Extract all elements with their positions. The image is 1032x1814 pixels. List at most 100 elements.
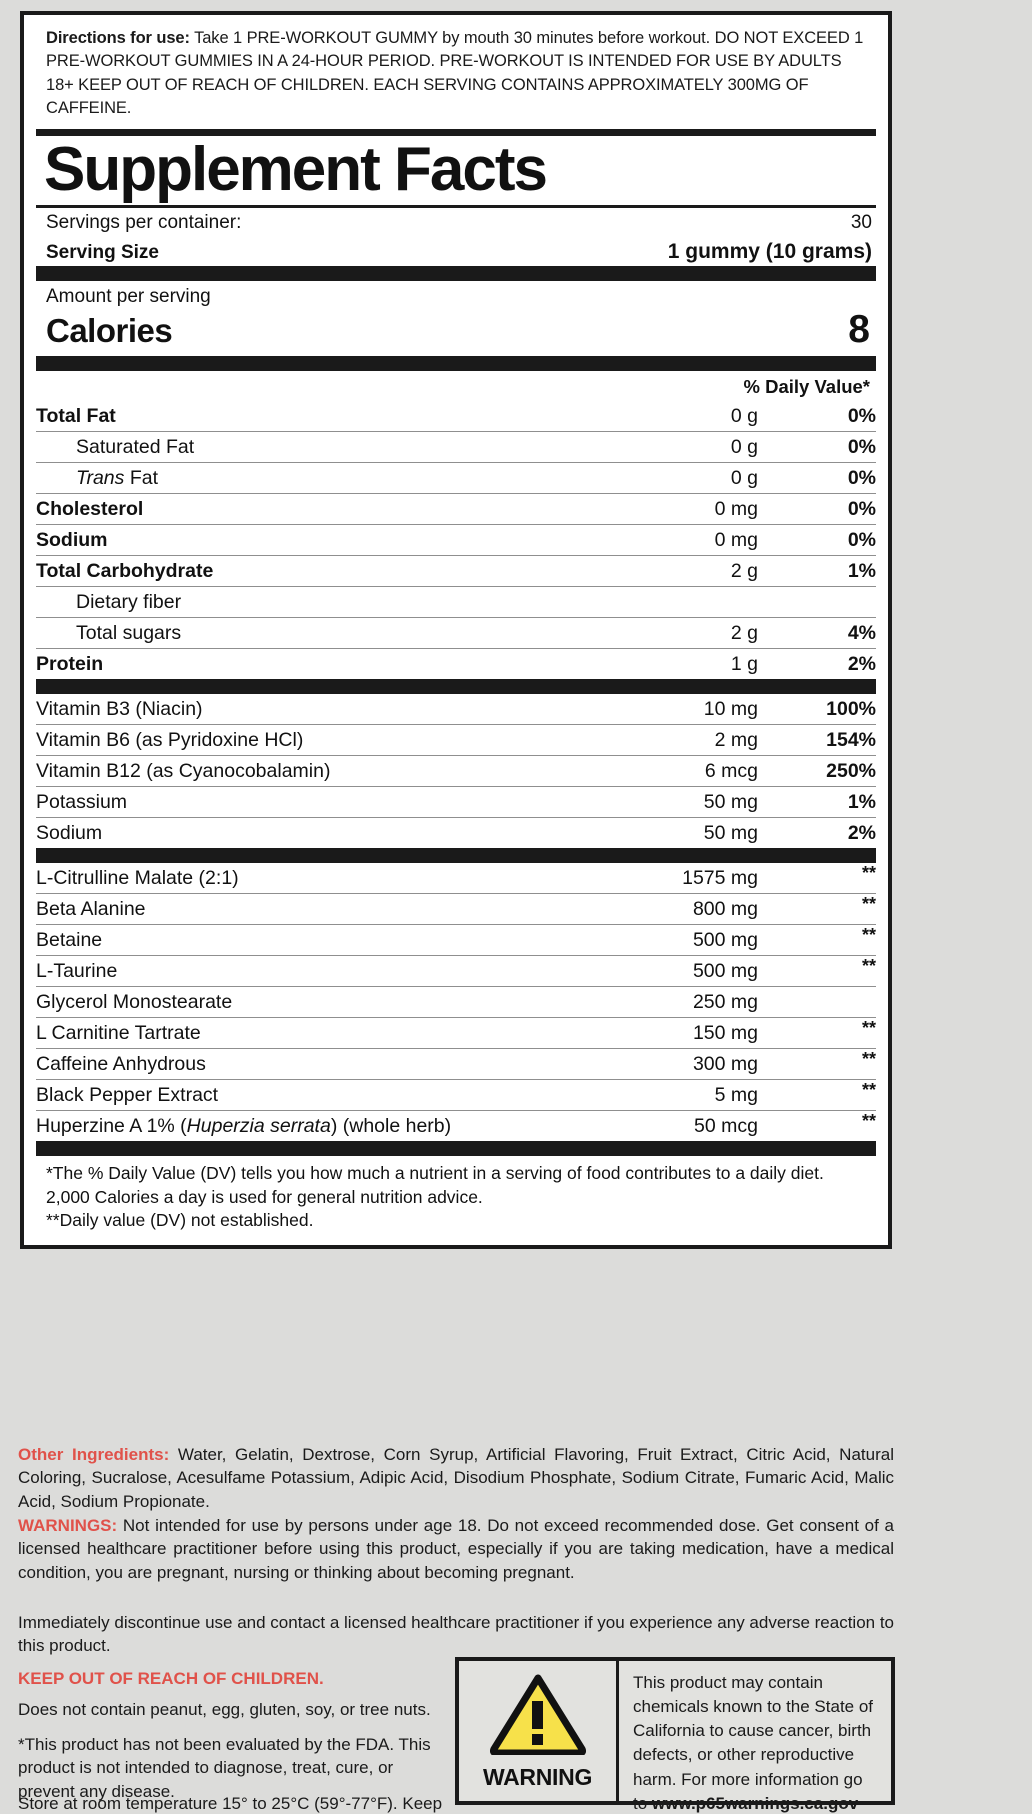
divider-band-3 (36, 678, 876, 694)
directions-label: Directions for use: (46, 29, 190, 47)
table-row: Total sugars 2 g 4% (36, 617, 876, 649)
table-row: Betaine 500 mg ** (36, 924, 876, 956)
table-row: Saturated Fat 0 g 0% (36, 431, 876, 463)
row-daily-value: 0% (758, 493, 876, 525)
row-daily-value: 154% (758, 724, 876, 756)
table-row: Total Fat 0 g 0% (36, 400, 876, 432)
prop65-text-area: This product may contain chemicals known… (619, 1661, 891, 1813)
row-amount: 50 mcg (694, 1114, 758, 1137)
prop65-text: This product may contain chemicals known… (633, 1673, 874, 1813)
prop65-url[interactable]: www.p65warnings.ca.gov (651, 1793, 859, 1813)
row-daily-value: ** (758, 955, 876, 987)
row-daily-value (758, 586, 876, 618)
table-row: Total Carbohydrate 2 g 1% (36, 555, 876, 587)
table-row: Beta Alanine 800 mg ** (36, 893, 876, 925)
row-daily-value: ** (758, 924, 876, 956)
divider-band-1 (36, 265, 876, 281)
row-amount: 2 g (543, 555, 758, 587)
table-row: Trans Fat 0 g 0% (36, 462, 876, 494)
table-row: L-Citrulline Malate (2:1) 1575 mg ** (36, 862, 876, 894)
row-daily-value: 0% (758, 431, 876, 463)
table-row: Dietary fiber (36, 586, 876, 618)
row-label: Trans Fat (36, 462, 543, 494)
blend-table: L-Citrulline Malate (2:1) 1575 mg ** Beta A… (36, 862, 876, 1141)
table-row: Protein 1 g 2% (36, 648, 876, 679)
row-label: Vitamin B3 (Niacin) (36, 693, 543, 725)
table-row: Potassium 50 mg 1% (36, 786, 876, 818)
warnings-label: WARNINGS: (18, 1516, 118, 1535)
daily-value-header: % Daily Value* (743, 375, 870, 397)
row-amount: 10 mg (543, 693, 758, 725)
row-daily-value: 1% (758, 555, 876, 587)
row-daily-value: ** (758, 893, 876, 925)
row-amount: 0 g (543, 400, 758, 432)
vitamins-table: Vitamin B3 (Niacin) 10 mg 100% Vitamin B6 (… (36, 693, 876, 848)
row-daily-value: ** (758, 1017, 876, 1049)
table-row: Caffeine Anhydrous 300 mg ** (36, 1048, 876, 1080)
storage-instructions: Store at room temperature 15° to 25°C (5… (18, 1794, 443, 1813)
fda-disclaimer: *This product has not been evaluated by … (18, 1735, 431, 1801)
keep-out-of-reach-text: KEEP OUT OF REACH OF CHILDREN. (18, 1669, 324, 1688)
warnings-text: Not intended for use by persons under ag… (18, 1516, 894, 1582)
table-row: L Carnitine Tartrate 150 mg ** (36, 1017, 876, 1049)
servings-per-container-row: Servings per container: 30 (36, 208, 876, 236)
row-daily-value: 4% (758, 617, 876, 649)
row-amount: 800 mg (543, 893, 758, 925)
row-amount: 0 mg (543, 493, 758, 525)
row-amount: 2 mg (543, 724, 758, 756)
row-label: Huperzine A 1% (Huperzia serrata) (whole… (36, 1114, 452, 1137)
row-amount: 500 mg (543, 924, 758, 956)
row-label: L Carnitine Tartrate (36, 1017, 543, 1049)
scientific-name: Huperzia serrata (186, 1114, 331, 1137)
row-daily-value: 1% (758, 786, 876, 818)
row-amount: 0 g (543, 431, 758, 463)
table-row: L-Taurine 500 mg ** (36, 955, 876, 987)
row-amount: 50 mg (703, 821, 758, 844)
calories-row: Calories 8 (36, 308, 876, 356)
row-daily-value: ** (758, 1079, 876, 1111)
footnote-dv-not-established: **Daily value (DV) not established. (46, 1210, 314, 1231)
warnings-paragraph: WARNINGS: Not intended for use by person… (18, 1514, 894, 1584)
row-label: Glycerol Monostearate (36, 986, 543, 1018)
prop65-warning-word: WARNING (482, 1764, 593, 1790)
directions-text: Take 1 PRE-WORKOUT GUMMY by mouth 30 min… (46, 29, 864, 118)
other-ingredients-label: Other Ingredients: (18, 1445, 170, 1464)
table-row: Vitamin B3 (Niacin) 10 mg 100% (36, 693, 876, 725)
table-row: Huperzine A 1% (Huperzia serrata) (whole… (36, 1110, 876, 1141)
divider-band-5 (36, 1140, 876, 1156)
warning-triangle-icon (489, 1673, 586, 1760)
table-row: Glycerol Monostearate 250 mg (36, 986, 876, 1018)
row-daily-value: 0% (758, 524, 876, 556)
prop65-icon-area: WARNING (459, 1661, 619, 1801)
page-title: Supplement Facts (44, 134, 548, 204)
amount-per-serving-label: Amount per serving (46, 285, 211, 307)
servings-per-container-label: Servings per container: (46, 211, 242, 233)
row-label: Total Carbohydrate (36, 555, 543, 587)
row-label: Total Fat (36, 400, 543, 432)
row-amount: 150 mg (543, 1017, 758, 1049)
prop65-warning-box: WARNING This product may contain chemica… (455, 1657, 895, 1813)
row-amount: 50 mg (543, 786, 758, 818)
row-amount (543, 586, 758, 618)
divider-under-title (36, 204, 876, 208)
row-label: Saturated Fat (36, 431, 543, 463)
row-amount: 250 mg (543, 986, 758, 1018)
calories-label: Calories (46, 311, 173, 349)
discontinue-paragraph: Immediately discontinue use and contact … (18, 1613, 895, 1656)
nutrients-table: Total Fat 0 g 0% Saturated Fat 0 g 0% Trans Fa… (36, 400, 876, 679)
table-row: Vitamin B6 (as Pyridoxine HCl) 2 mg 154% (36, 724, 876, 756)
directions-for-use: Directions for use: Take 1 PRE-WORKOUT G… (36, 15, 876, 127)
divider-band-4 (36, 847, 876, 863)
divider-band-2 (36, 355, 876, 371)
row-daily-value: 2% (847, 821, 876, 844)
row-daily-value: ** (758, 1048, 876, 1080)
divider-thick-top (36, 128, 876, 136)
row-amount: 6 mcg (543, 755, 758, 787)
italic-prefix: Trans (76, 466, 125, 489)
row-label: Sodium (36, 524, 543, 556)
allergen-statement: Does not contain peanut, egg, gluten, so… (18, 1700, 431, 1719)
table-row: Sodium 0 mg 0% (36, 524, 876, 556)
footnote-dv: *The % Daily Value (DV) tells you how mu… (46, 1162, 824, 1207)
supplement-facts-panel: Directions for use: Take 1 PRE-WORKOUT G… (20, 11, 892, 1249)
